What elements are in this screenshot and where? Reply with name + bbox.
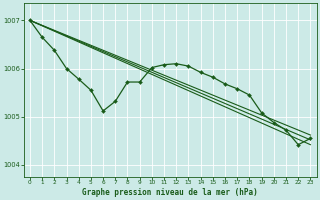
- X-axis label: Graphe pression niveau de la mer (hPa): Graphe pression niveau de la mer (hPa): [82, 188, 258, 197]
